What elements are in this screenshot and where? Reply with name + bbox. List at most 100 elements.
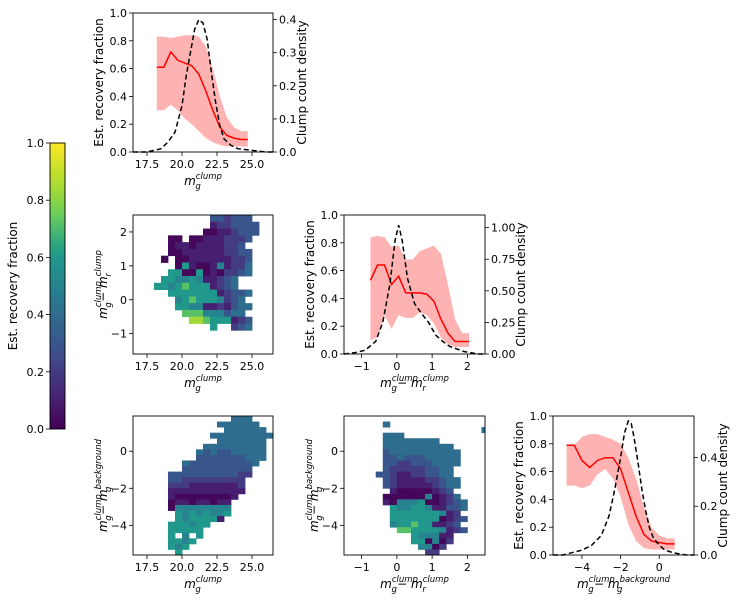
p2-cell [189, 248, 197, 257]
p4-cell [224, 493, 232, 500]
p2-cell [238, 309, 246, 318]
p4-cell [238, 449, 246, 456]
p4-cell [182, 466, 190, 472]
p4-cell [217, 516, 225, 523]
p1-y2tick-label: 0.0 [279, 146, 297, 159]
p3-xtick-label: 2 [464, 360, 471, 373]
p5-cell [410, 438, 419, 445]
p3-y2tick-label: 0.75 [491, 253, 516, 266]
p4-cell [238, 438, 246, 445]
p5-cell [432, 449, 440, 456]
p2-cell [217, 215, 225, 223]
p5-cell [389, 521, 398, 528]
p4-cell [175, 471, 183, 478]
p5-cell [410, 510, 419, 517]
p5-cell [432, 471, 440, 478]
p5-cell [446, 499, 454, 506]
p5-cell [403, 454, 412, 461]
p5-cell [382, 471, 391, 478]
p4-cell [182, 543, 190, 550]
p2-cell [168, 269, 176, 277]
p4-cell [252, 438, 260, 445]
p2-cell [175, 255, 183, 263]
p3-ytick-label: 1.0 [321, 209, 339, 222]
p5-ylabel-sup2: background [305, 438, 315, 489]
p4-cell [252, 449, 260, 456]
p3-xlabel-sup2: clump [423, 374, 449, 384]
p4-cell [182, 516, 190, 523]
p5-cell [439, 532, 447, 539]
p2-cell [210, 215, 218, 223]
p4-cell [189, 493, 197, 500]
p4-xlabel-sup: clump [196, 575, 222, 585]
p4-cell [217, 488, 225, 495]
p5-cell [439, 504, 447, 511]
p2-cell [189, 282, 197, 290]
p2-ytick-label: 1 [120, 260, 127, 273]
p2-cell [231, 228, 239, 236]
p5-cell [446, 516, 454, 523]
p2-cell [189, 303, 197, 311]
p5-cell [389, 482, 398, 489]
p4-cell [224, 449, 232, 456]
p2-cell [231, 316, 239, 324]
p4-cell [231, 493, 239, 500]
p2-cell [182, 248, 190, 257]
p2-ylabel-sup2: clump [94, 250, 104, 276]
p4-cell [189, 471, 197, 478]
p2-cell [210, 221, 218, 229]
p5-cell [403, 471, 412, 478]
p4-cell [217, 460, 225, 467]
p2-cell [196, 242, 204, 250]
p5-cell [410, 493, 419, 500]
p5-cell [453, 482, 461, 489]
p2-cell [231, 296, 239, 304]
p4-cell [217, 449, 225, 456]
p2-cell [182, 242, 190, 250]
p5-xlabel-sub1: g [391, 585, 397, 595]
p5-cell [460, 516, 468, 523]
p2-cell [217, 303, 225, 311]
p4-cell [196, 466, 204, 472]
p5-cell [453, 499, 461, 506]
p4-cell [196, 532, 204, 539]
p2-cell [224, 289, 232, 297]
p6-xlabel-sub2: g [617, 585, 623, 595]
p4-cell [245, 471, 253, 478]
p5-cell [446, 443, 454, 450]
p5-cell [403, 482, 412, 489]
p4-cell [210, 449, 218, 456]
p5-cell [410, 482, 419, 489]
p5-cell [439, 527, 447, 534]
p2-cell [203, 289, 211, 297]
p4-cell [196, 521, 204, 528]
p4-cell [168, 538, 176, 545]
p5-cell [382, 460, 391, 467]
p2-cell [175, 276, 183, 284]
p2-cell [224, 276, 232, 284]
p4-cell [182, 460, 190, 467]
colorbar-label: Est. recovery fraction [6, 222, 20, 351]
p2-cell [217, 248, 225, 257]
p5-cell [446, 488, 454, 495]
p5-cell [396, 521, 405, 528]
p2-cell [182, 289, 190, 297]
p2-cells [154, 215, 260, 331]
p5-ylabel-sup1: clump [305, 494, 315, 520]
p4-cell [203, 504, 211, 511]
p2-cell [203, 248, 211, 257]
p4-cell [203, 499, 211, 506]
p5-ylabel-sub1: g [315, 515, 325, 521]
p4-xtick-label: 17.5 [135, 561, 160, 574]
p3-y2tick-label: 0.00 [491, 348, 516, 361]
p1-y2tick-label: 0.3 [279, 47, 297, 60]
p2-cell [210, 235, 218, 243]
p2-ylabel-sub1: g [104, 302, 114, 308]
p3-xtick-label: 1 [429, 360, 436, 373]
p5-cell [389, 504, 398, 511]
p5-cell [453, 504, 461, 511]
p4-cell [217, 454, 225, 461]
p4-cell [238, 416, 246, 422]
p2-cell [168, 276, 176, 284]
